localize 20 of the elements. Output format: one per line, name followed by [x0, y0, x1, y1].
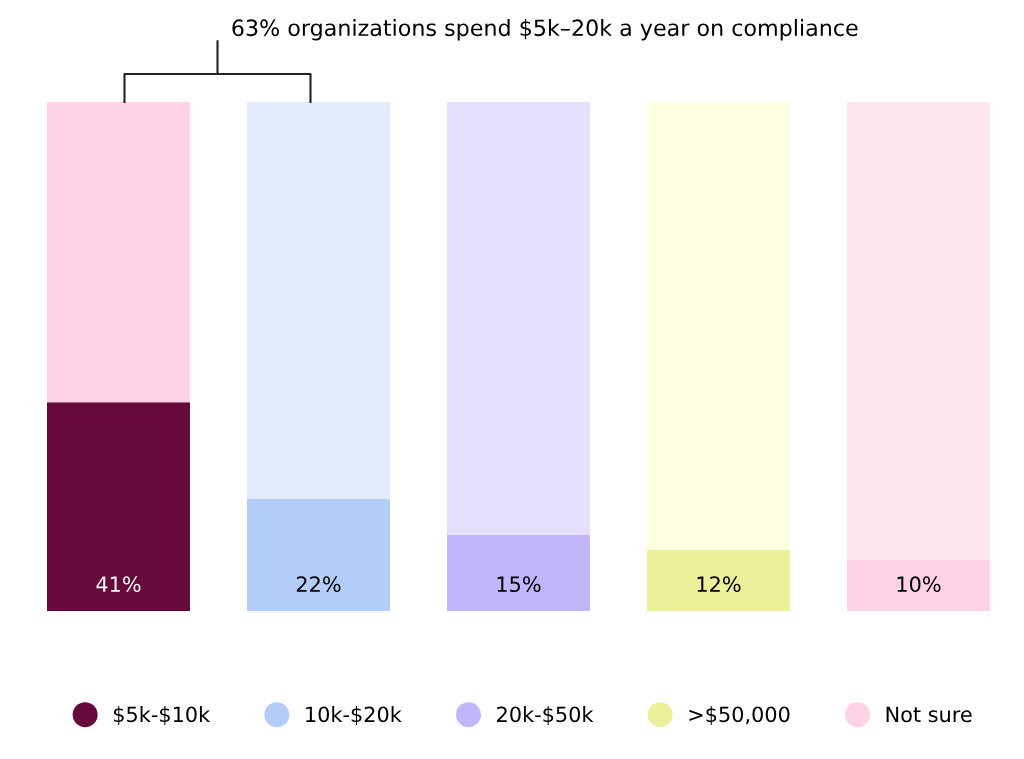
- legend-label: 10k-$20k: [306, 706, 402, 725]
- bar: [447, 102, 590, 535]
- data-label: 12%: [697, 576, 741, 593]
- bar: [47, 402, 190, 611]
- data-label: 15%: [497, 576, 541, 593]
- bar: [247, 499, 390, 611]
- bar: [647, 549, 790, 611]
- data-label: 41%: [96, 576, 141, 593]
- bar: [647, 102, 790, 550]
- legend-label: >$50,000: [689, 706, 790, 725]
- text: 63% organizations spend $5k–20k a year on compliance: [232, 18, 858, 41]
- bar: [847, 560, 990, 611]
- data-label: 10%: [897, 576, 941, 593]
- legend-label: Not sure: [886, 706, 972, 723]
- bar: [847, 102, 990, 561]
- bar: [447, 534, 590, 611]
- legend-label: $5k-$10k: [113, 706, 211, 725]
- bar: [247, 102, 390, 500]
- legend-label: 20k-$50k: [497, 706, 594, 725]
- data-label: 22%: [296, 576, 341, 593]
